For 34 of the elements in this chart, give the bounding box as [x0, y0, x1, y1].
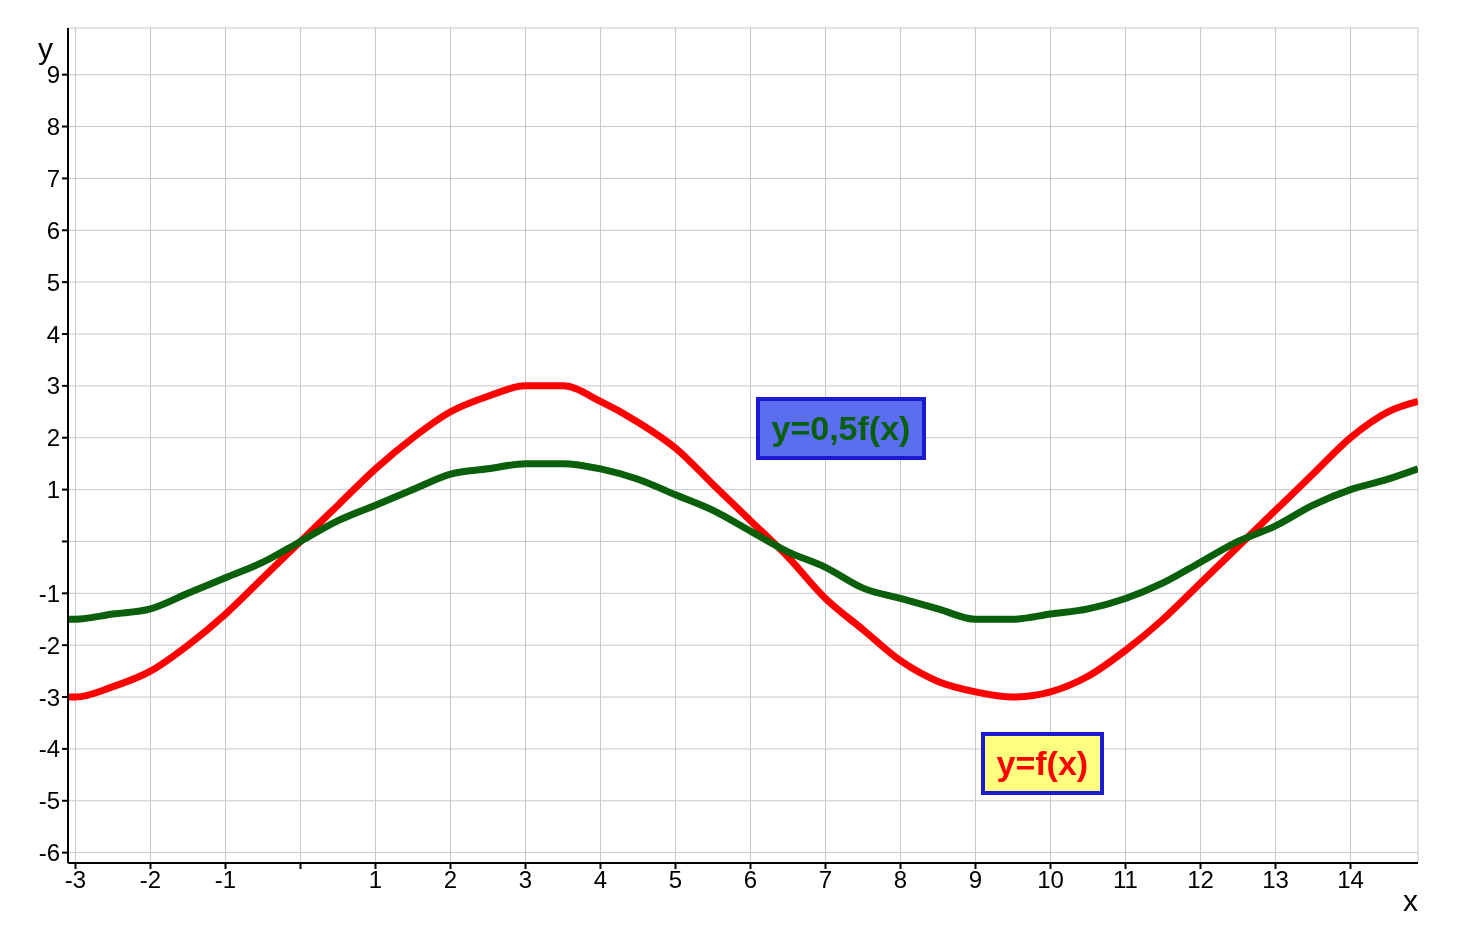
- y-tick-label: 4: [46, 320, 60, 348]
- x-tick-label: 5: [668, 866, 683, 894]
- x-tick-label: 7: [818, 866, 833, 894]
- series-label: y=f(x): [980, 731, 1105, 795]
- x-axis-title: x: [1403, 884, 1418, 917]
- y-tick-label: 7: [46, 164, 60, 192]
- y-tick-label: -6: [38, 839, 60, 867]
- x-tick-label: 9: [968, 866, 983, 894]
- x-tick-label: 2: [443, 866, 458, 894]
- y-tick-label: -4: [38, 735, 60, 763]
- x-tick-label: 3: [518, 866, 533, 894]
- text: y=0,5f(x): [755, 397, 927, 461]
- y-tick-label: -5: [38, 787, 60, 815]
- x-tick-label: 14: [1337, 866, 1364, 894]
- y-tick-label: -2: [38, 631, 60, 659]
- x-tick-label: 4: [593, 866, 608, 894]
- x-tick-label: -2: [139, 866, 162, 894]
- y-tick-label: 6: [46, 216, 60, 244]
- y-tick-label: 5: [46, 268, 60, 296]
- x-tick-label: 12: [1187, 866, 1214, 894]
- x-tick-label: 1: [368, 866, 383, 894]
- x-tick-label: 10: [1037, 866, 1064, 894]
- y-tick-label: -3: [38, 683, 60, 711]
- x-tick-label: 13: [1262, 866, 1289, 894]
- y-tick-label: -1: [38, 579, 60, 607]
- y-tick-label: 3: [46, 372, 60, 400]
- x-tick-label: 8: [893, 866, 908, 894]
- x-tick-label: -1: [214, 866, 237, 894]
- y-tick-label: 8: [46, 113, 60, 141]
- y-tick-label: 1: [46, 476, 60, 504]
- y-tick-label: 2: [46, 424, 60, 452]
- x-tick-label: 11: [1113, 866, 1138, 894]
- x-tick-label: 6: [743, 866, 758, 894]
- x-tick-label: -3: [64, 866, 87, 894]
